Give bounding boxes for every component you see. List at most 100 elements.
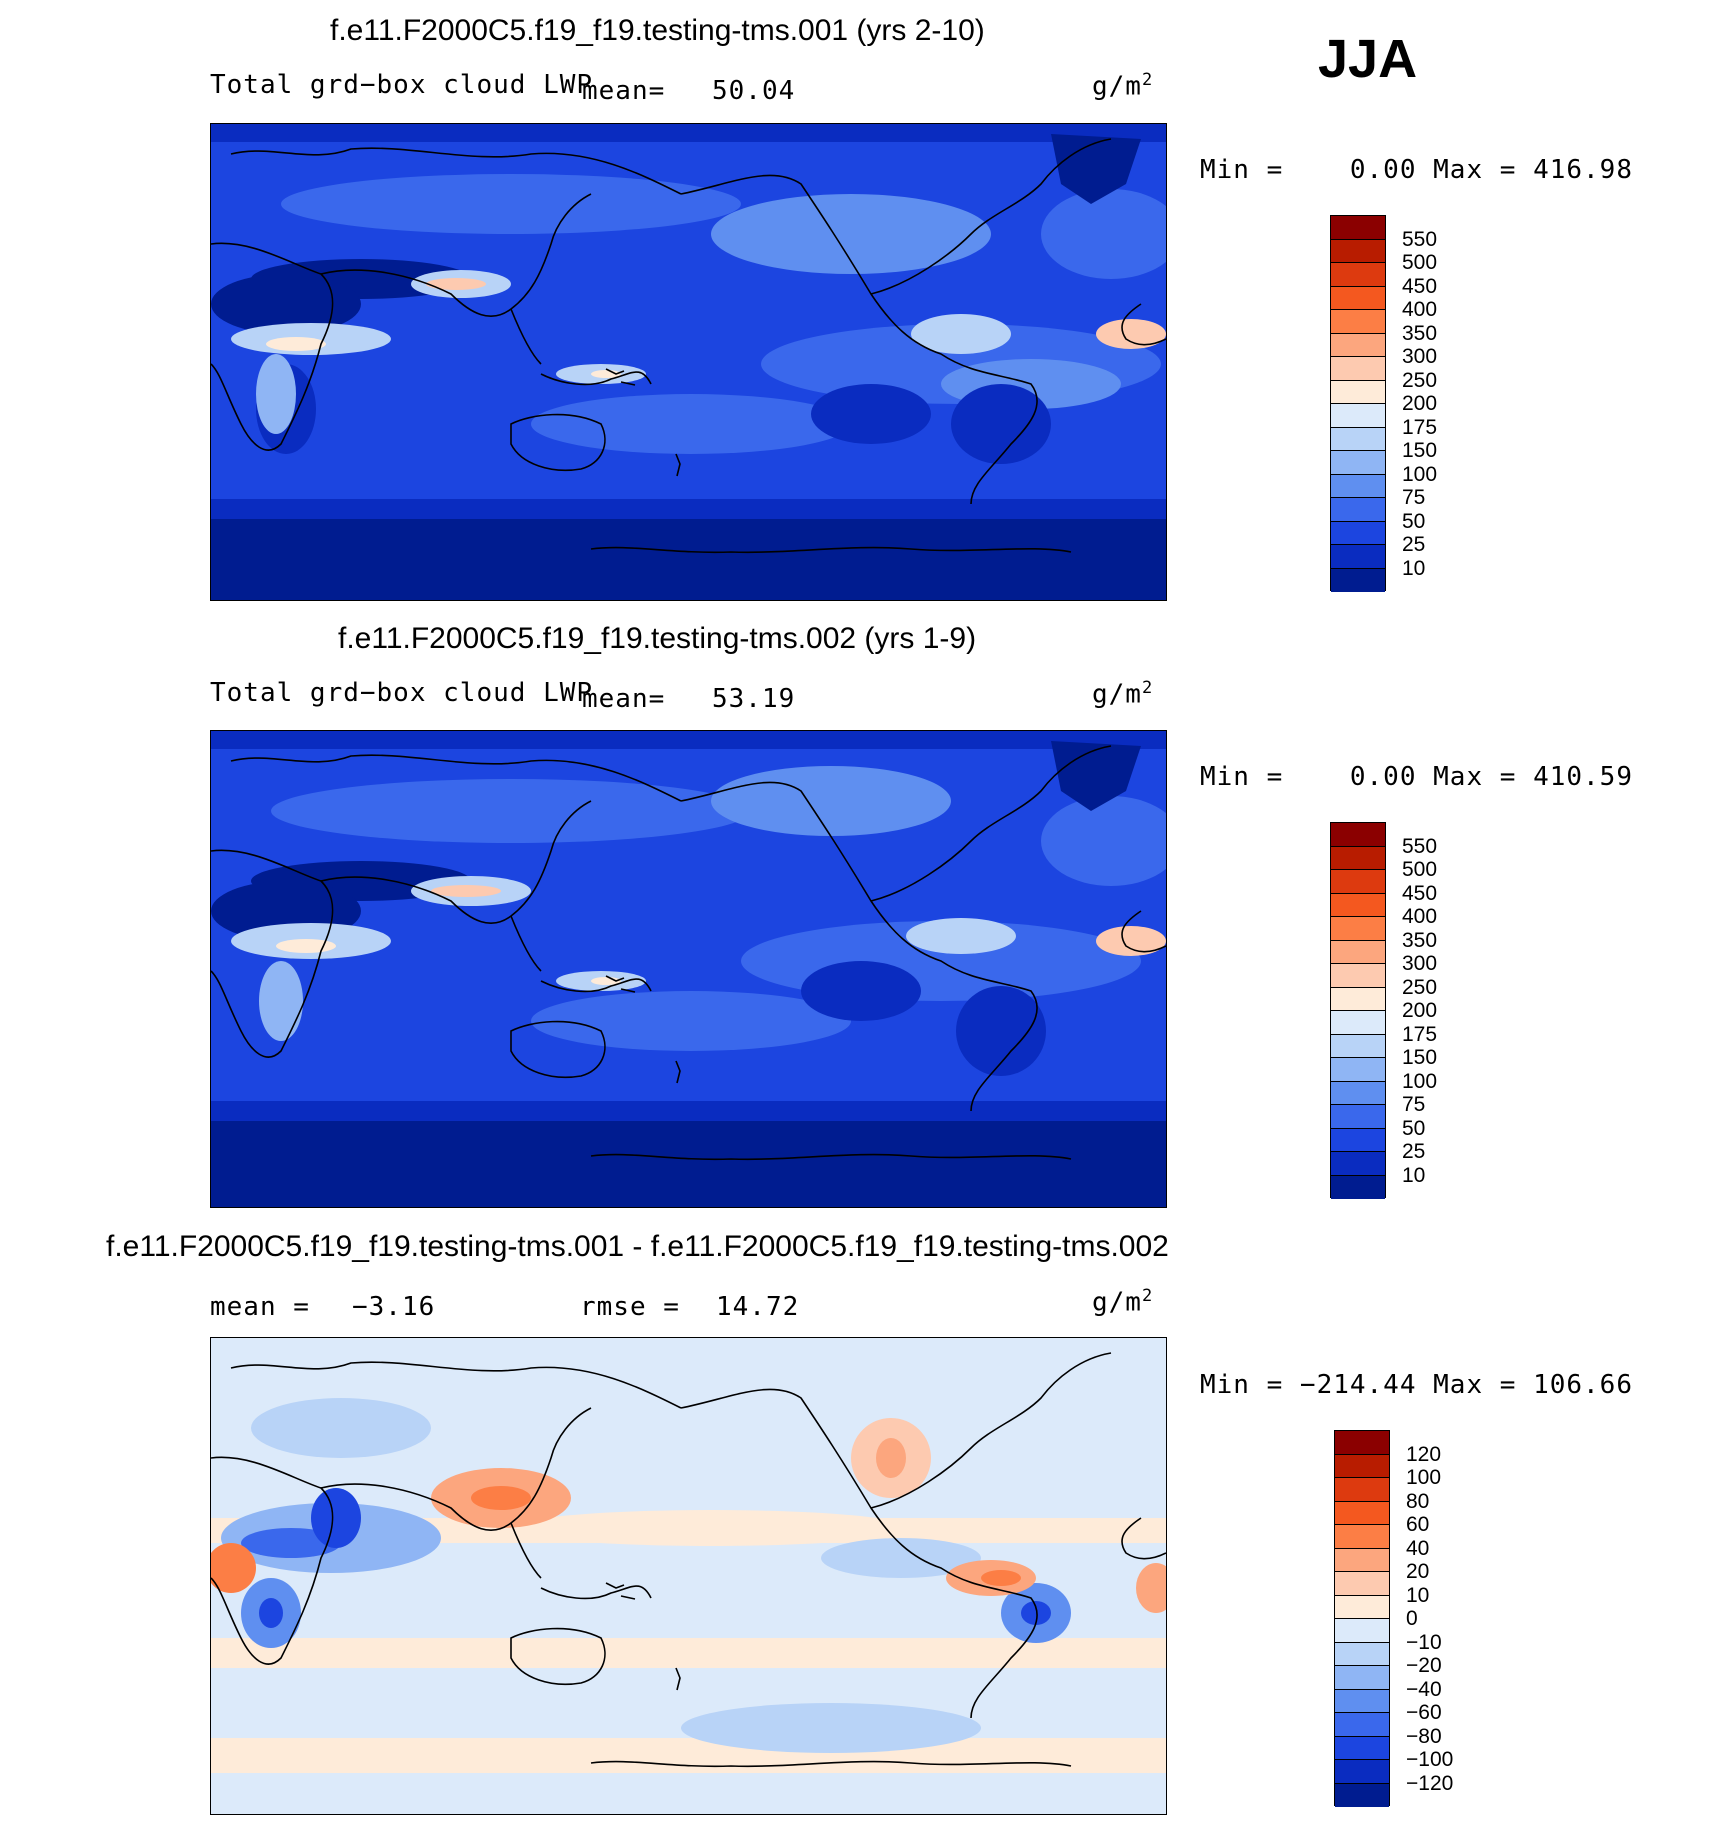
colorbar-segment	[1331, 823, 1385, 847]
panel-1-map	[210, 123, 1167, 601]
colorbar-tick-label: 250	[1402, 975, 1438, 999]
panel-1-title: f.e11.F2000C5.f19_f19.testing-tms.001 (y…	[330, 14, 985, 47]
colorbar-box	[1330, 822, 1386, 1199]
colorbar-tick-label: 550	[1402, 227, 1438, 251]
colorbar-tick-label: −20	[1406, 1654, 1442, 1677]
panel-2-variable-label: Total grd−box cloud LWP	[210, 678, 594, 708]
colorbar-segment	[1331, 1058, 1385, 1082]
colorbar-segment	[1335, 1548, 1389, 1572]
colorbar-tick-label: −60	[1406, 1701, 1442, 1724]
colorbar-segment	[1335, 1478, 1389, 1502]
colorbar-tick-label: 75	[1402, 1093, 1426, 1116]
panel-2-mean-value: 53.19	[712, 684, 796, 714]
panel-3-title: f.e11.F2000C5.f19_f19.testing-tms.001 - …	[106, 1230, 1169, 1263]
panel-2-units: g/m2	[1092, 678, 1154, 710]
colorbar-segment	[1331, 451, 1385, 475]
colorbar-segment	[1331, 474, 1385, 498]
colorbar-segment	[1331, 940, 1385, 964]
colorbar-tick-label: 200	[1402, 392, 1438, 415]
colorbar-tick-label: −120	[1406, 1771, 1454, 1795]
colorbar-segment	[1331, 1034, 1385, 1058]
panel-1-variable-label: Total grd−box cloud LWP	[210, 70, 594, 100]
colorbar-segment	[1331, 333, 1385, 357]
panel-2-map-graphic	[211, 731, 1166, 1207]
colorbar-segment	[1331, 917, 1385, 941]
colorbar-tick-label: 500	[1402, 251, 1438, 274]
colorbar-segment	[1335, 1783, 1389, 1807]
colorbar-segment	[1331, 1011, 1385, 1035]
panel-2-map	[210, 730, 1167, 1208]
colorbar-tick-label: 300	[1402, 345, 1438, 368]
colorbar-tick-label: −40	[1406, 1677, 1442, 1701]
colorbar-tick-label: 10	[1402, 1163, 1426, 1187]
colorbar-tick-label: 100	[1406, 1466, 1442, 1489]
panel-1-mean-value: 50.04	[712, 76, 796, 106]
colorbar-tick-label: 40	[1406, 1536, 1430, 1560]
panel-3-mean-label: mean =	[210, 1292, 310, 1322]
colorbar-segment	[1335, 1713, 1389, 1737]
panel-3-minmax: Min = −214.44 Max = 106.66	[1200, 1370, 1633, 1400]
panel-3-colorbar: 120 100 80 60 40 20 10 0 −10 −20 −40 −60 −80 −100 −120	[1334, 1430, 1474, 1807]
colorbar-tick-label: 0	[1406, 1607, 1418, 1630]
panel-3-map-graphic	[211, 1338, 1166, 1814]
colorbar-segment	[1331, 1152, 1385, 1176]
colorbar-segment	[1331, 498, 1385, 522]
colorbar-tick-label: 550	[1402, 834, 1438, 858]
colorbar-segment	[1335, 1689, 1389, 1713]
colorbar-segment	[1335, 1431, 1389, 1455]
season-label: JJA	[1318, 29, 1418, 89]
colorbar-box	[1330, 215, 1386, 592]
colorbar-segment	[1331, 568, 1385, 592]
colorbar-tick-label: 250	[1402, 368, 1438, 392]
colorbar-segment	[1331, 870, 1385, 894]
colorbar-segment	[1331, 1128, 1385, 1152]
colorbar-segment	[1331, 404, 1385, 428]
colorbar-tick-label: 175	[1402, 1022, 1438, 1046]
panel-2-minmax: Min = 0.00 Max = 410.59	[1200, 762, 1633, 792]
colorbar-segment	[1331, 427, 1385, 451]
panel-3-units: g/m2	[1092, 1286, 1154, 1318]
colorbar-segment	[1335, 1595, 1389, 1619]
colorbar-segment	[1331, 521, 1385, 545]
panel-2-title: f.e11.F2000C5.f19_f19.testing-tms.002 (y…	[338, 622, 977, 655]
colorbar-segment	[1335, 1760, 1389, 1784]
colorbar-segment	[1335, 1525, 1389, 1549]
colorbar-segment	[1335, 1736, 1389, 1760]
colorbar-tick-label: 100	[1402, 462, 1438, 486]
colorbar-tick-label: 150	[1402, 1046, 1438, 1069]
colorbar-segment	[1331, 1081, 1385, 1105]
colorbar-segment	[1331, 310, 1385, 334]
colorbar-tick-label: 400	[1402, 298, 1438, 321]
colorbar-segment	[1331, 286, 1385, 310]
colorbar-segment	[1335, 1642, 1389, 1666]
colorbar-segment	[1335, 1619, 1389, 1643]
panel-3-rmse-label: rmse =	[580, 1292, 680, 1322]
colorbar-segment	[1331, 545, 1385, 569]
panel-2-colorbar: 550 500 450 400 350 300 250 200 175 150 100 75 50 25 1…	[1330, 822, 1470, 1199]
colorbar-tick-label: 50	[1402, 1116, 1426, 1140]
colorbar-segment	[1331, 964, 1385, 988]
colorbar-tick-label: 75	[1402, 486, 1426, 509]
colorbar-segment	[1331, 380, 1385, 404]
panel-3-mean-value: −3.16	[352, 1292, 436, 1322]
colorbar-tick-label: 150	[1402, 439, 1438, 462]
panel-1-colorbar: 550 500 450 400 350 300 250 200 175 150 100 75 50 25 1…	[1330, 215, 1470, 592]
colorbar-tick-label: 25	[1402, 533, 1426, 556]
colorbar-segment	[1331, 239, 1385, 263]
colorbar-tick-label: 20	[1406, 1560, 1430, 1583]
colorbar-segment	[1331, 357, 1385, 381]
colorbar-tick-label: −10	[1406, 1630, 1442, 1654]
colorbar-tick-label: 50	[1402, 509, 1426, 533]
colorbar-segment	[1331, 1175, 1385, 1199]
panel-1-units: g/m2	[1092, 70, 1154, 102]
colorbar-tick-label: 175	[1402, 415, 1438, 439]
panel-1-mean-label: mean=	[582, 76, 666, 106]
colorbar-segment	[1335, 1501, 1389, 1525]
colorbar-tick-label: 300	[1402, 952, 1438, 975]
panel-3-rmse-value: 14.72	[716, 1292, 800, 1322]
colorbar-tick-label: 80	[1406, 1489, 1430, 1513]
panel-2-mean-label: mean=	[582, 684, 666, 714]
colorbar-segment	[1335, 1572, 1389, 1596]
colorbar-tick-label: 200	[1402, 999, 1438, 1022]
colorbar-segment	[1335, 1454, 1389, 1478]
